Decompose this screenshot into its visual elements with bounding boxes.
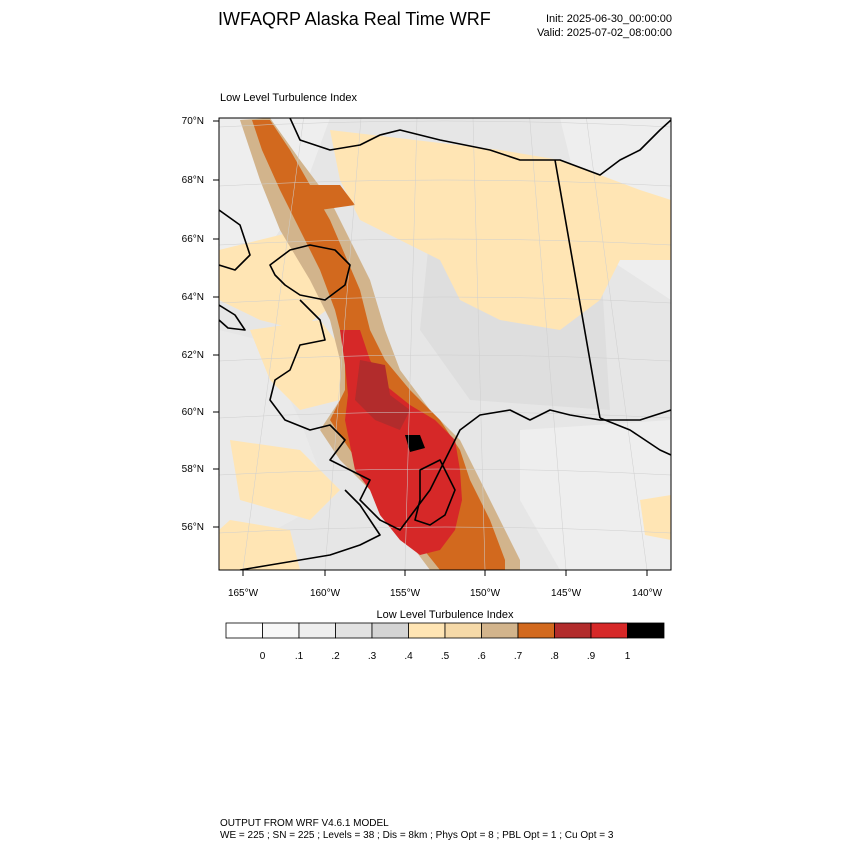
colorbar-swatch <box>335 622 373 639</box>
field-patch-0-1c <box>520 420 671 570</box>
colorbar-tick-label: .4 <box>404 651 413 662</box>
colorbar-swatch <box>481 622 519 639</box>
graticule-meridian <box>242 118 304 570</box>
colorbar-tick-label: .7 <box>514 651 523 662</box>
colorbar-tick-label: 1 <box>625 651 631 662</box>
lon-label-165: 165°W <box>228 588 259 599</box>
coastline-norton <box>269 244 351 301</box>
coastline-kodiak <box>414 459 456 526</box>
coastline-peninsula <box>239 489 381 570</box>
lon-label-150: 150°W <box>470 588 501 599</box>
coastline-southwest <box>269 299 671 531</box>
init-time: Init: 2025-06-30_00:00:00 <box>546 13 672 25</box>
longitude-axis: 165°W 160°W 155°W 150°W 145°W 140°W <box>228 570 663 599</box>
colorbar-tick-label: .8 <box>550 651 559 662</box>
graticule-meridian <box>472 118 486 570</box>
colorbar-swatch <box>371 622 409 639</box>
graticule-meridian <box>586 118 648 570</box>
lon-label-140: 140°W <box>632 588 663 599</box>
turbulence-field <box>219 118 671 570</box>
footer-config: WE = 225 ; SN = 225 ; Levels = 38 ; Dis … <box>220 830 614 841</box>
coastline-nunivak <box>219 304 246 331</box>
graticule-meridian <box>404 118 418 570</box>
colorbar-swatch <box>627 622 665 639</box>
lat-label-64: 64°N <box>182 292 204 303</box>
map-frame <box>218 117 672 571</box>
lat-label-66: 66°N <box>182 234 204 245</box>
graticule-meridian <box>324 118 362 570</box>
lat-label-56: 56°N <box>182 522 204 533</box>
colorbar-swatch <box>444 622 482 639</box>
valid-time: Valid: 2025-07-02_08:00:00 <box>537 27 672 39</box>
page-title: IWFAQRP Alaska Real Time WRF <box>218 9 491 29</box>
field-patch-0-5f <box>640 495 671 540</box>
graticule-parallel <box>219 179 671 187</box>
graticule-parallel <box>219 120 671 128</box>
coastline <box>219 118 671 570</box>
colorbar-swatch <box>262 622 300 639</box>
lon-label-155: 155°W <box>390 588 421 599</box>
graticule <box>219 118 671 570</box>
colorbar-swatch <box>408 622 446 639</box>
border-canada <box>554 159 601 419</box>
lat-label-60: 60°N <box>182 407 204 418</box>
lat-label-68: 68°N <box>182 175 204 186</box>
plot-title: Low Level Turbulence Index <box>220 92 357 104</box>
colorbar-tick-label: .2 <box>331 651 340 662</box>
graticule-parallel <box>219 238 671 246</box>
graticule-meridian <box>529 118 567 570</box>
colorbar-tick-label: .5 <box>441 651 450 662</box>
field-patch-0-8b <box>300 185 355 210</box>
field-patch-1-0 <box>405 435 425 452</box>
lat-label-70: 70°N <box>182 116 204 127</box>
coastline-seward <box>219 209 251 271</box>
graticule-parallel <box>219 354 671 362</box>
colorbar-swatch <box>590 622 628 639</box>
coastline-arctic <box>289 118 671 176</box>
field-patch-0-5e <box>219 520 300 570</box>
footer-model: OUTPUT FROM WRF V4.6.1 MODEL <box>220 818 389 829</box>
lon-label-145: 145°W <box>551 588 582 599</box>
colorbar-swatch <box>554 622 592 639</box>
lat-label-62: 62°N <box>182 350 204 361</box>
coastline-southeast <box>599 417 671 456</box>
lat-label-58: 58°N <box>182 464 204 475</box>
colorbar-tick-label: .3 <box>368 651 377 662</box>
colorbar-tick-label: 0 <box>260 651 266 662</box>
graticule-parallel <box>219 526 671 534</box>
lon-label-160: 160°W <box>310 588 341 599</box>
colorbar-ticks: 0 .1 .2 .3 .4 .5 .6 .7 .8 .9 1 <box>260 651 631 662</box>
latitude-axis: 70°N 68°N 66°N 64°N 62°N 60°N 58°N 56°N <box>182 116 219 533</box>
field-patch-0-5c <box>250 320 350 410</box>
colorbar-title: Low Level Turbulence Index <box>376 609 514 621</box>
colorbar-swatch <box>517 622 555 639</box>
colorbar <box>225 622 665 639</box>
colorbar-swatch <box>225 622 263 639</box>
colorbar-swatch <box>298 622 336 639</box>
colorbar-tick-label: .1 <box>295 651 304 662</box>
colorbar-tick-label: .6 <box>477 651 486 662</box>
colorbar-tick-label: .9 <box>587 651 596 662</box>
graticule-parallel <box>219 296 671 304</box>
